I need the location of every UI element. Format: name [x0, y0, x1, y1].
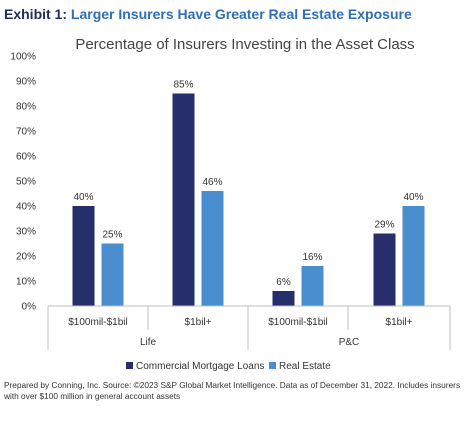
- bar-commercial-mortgage-loans: [72, 206, 95, 306]
- y-tick-label: 70%: [16, 127, 36, 138]
- bar-real-estate: [402, 206, 425, 306]
- data-label: 46%: [202, 177, 222, 188]
- bar-chart: Percentage of Insurers Investing in the …: [10, 36, 451, 372]
- footnote: Prepared by Conning, Inc. Source: ©2023 …: [4, 380, 461, 401]
- y-tick-label: 10%: [16, 277, 36, 288]
- data-label: 40%: [403, 192, 423, 203]
- x-tick-label: $100mil-$1bil: [68, 317, 127, 328]
- legend-commercial-mortgage-loans-swatch: [126, 362, 133, 369]
- legend-real-estate-swatch: [269, 362, 276, 369]
- data-label: 29%: [374, 220, 394, 231]
- y-tick-label: 0%: [22, 302, 37, 313]
- bar-commercial-mortgage-loans: [272, 291, 295, 306]
- x-tick-label: $1bil+: [386, 317, 413, 328]
- data-label: 6%: [276, 277, 291, 288]
- data-label: 16%: [302, 252, 322, 263]
- data-label: 25%: [102, 230, 122, 241]
- bar-real-estate: [201, 191, 224, 306]
- bar-real-estate: [301, 266, 324, 306]
- legend-commercial-mortgage-loans-label: Commercial Mortgage Loans: [136, 361, 264, 372]
- y-tick-label: 20%: [16, 252, 36, 263]
- y-tick-label: 60%: [16, 152, 36, 163]
- legend-real-estate-label: Real Estate: [279, 361, 331, 372]
- y-tick-label: 30%: [16, 227, 36, 238]
- y-tick-label: 90%: [16, 77, 36, 88]
- x-tick-label: $100mil-$1bil: [268, 317, 327, 328]
- y-tick-label: 100%: [10, 52, 36, 63]
- group-label: Life: [140, 337, 157, 348]
- bar-commercial-mortgage-loans: [373, 233, 396, 306]
- exhibit-heading: Larger Insurers Have Greater Real Estate…: [70, 6, 412, 22]
- data-label: 85%: [173, 80, 193, 91]
- bar-commercial-mortgage-loans: [172, 93, 195, 306]
- group-label: P&C: [339, 337, 360, 348]
- exhibit-title: Exhibit 1: Larger Insurers Have Greater …: [4, 6, 412, 22]
- bar-real-estate: [101, 243, 124, 306]
- y-tick-label: 40%: [16, 202, 36, 213]
- x-tick-label: $1bil+: [185, 317, 212, 328]
- exhibit-label: Exhibit 1:: [4, 6, 68, 22]
- y-tick-label: 80%: [16, 102, 36, 113]
- y-tick-label: 50%: [16, 177, 36, 188]
- chart-title: Percentage of Insurers Investing in the …: [75, 36, 414, 53]
- data-label: 40%: [73, 192, 93, 203]
